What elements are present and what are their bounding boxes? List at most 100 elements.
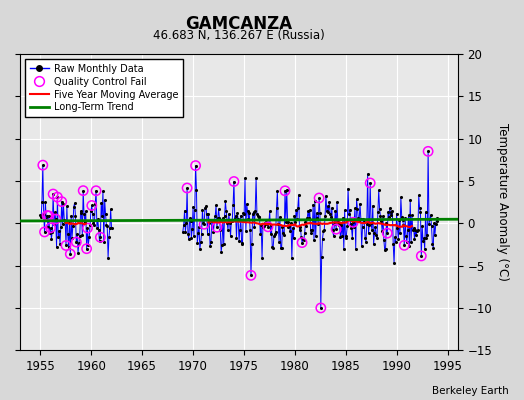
Point	[318, 235, 326, 242]
Point	[89, 220, 97, 226]
Point	[302, 223, 311, 230]
Point	[187, 234, 195, 241]
Point	[244, 216, 253, 222]
Point	[191, 162, 200, 169]
Point	[99, 188, 107, 194]
Point	[51, 216, 60, 222]
Point	[424, 148, 432, 154]
Point	[195, 223, 203, 230]
Point	[203, 231, 212, 237]
Point	[410, 236, 419, 243]
Point	[304, 214, 313, 221]
Point	[214, 206, 223, 212]
Point	[37, 214, 45, 220]
Point	[419, 238, 427, 244]
Point	[366, 180, 375, 186]
Point	[420, 235, 428, 241]
Point	[179, 228, 187, 235]
Point	[102, 222, 111, 228]
Point	[101, 210, 110, 217]
Point	[226, 233, 235, 239]
Point	[71, 213, 80, 219]
Point	[277, 245, 285, 252]
Point	[390, 260, 398, 266]
Point	[362, 239, 370, 245]
Point	[350, 223, 358, 230]
Point	[277, 245, 286, 251]
Point	[402, 232, 410, 239]
Point	[208, 217, 216, 224]
Point	[46, 225, 54, 231]
Point	[253, 210, 261, 217]
Point	[392, 210, 401, 217]
Point	[195, 246, 204, 252]
Point	[241, 175, 249, 182]
Point	[205, 220, 213, 226]
Point	[371, 224, 379, 230]
Point	[221, 213, 229, 219]
Point	[236, 212, 245, 219]
Point	[188, 226, 196, 232]
Point	[281, 188, 289, 194]
Point	[78, 232, 86, 238]
Point	[432, 221, 440, 227]
Point	[264, 224, 272, 230]
Point	[375, 187, 383, 193]
Point	[41, 199, 50, 205]
Point	[236, 226, 244, 233]
Point	[103, 223, 112, 230]
Point	[105, 234, 113, 240]
Point	[375, 206, 384, 212]
Point	[100, 239, 108, 245]
Point	[359, 216, 367, 222]
Point	[341, 234, 350, 241]
Point	[219, 215, 227, 222]
Point	[414, 227, 422, 233]
Point	[338, 233, 346, 240]
Point	[330, 233, 338, 240]
Point	[88, 202, 96, 209]
Point	[95, 238, 104, 244]
Point	[400, 242, 409, 248]
Point	[373, 234, 381, 241]
Point	[58, 198, 66, 205]
Point	[316, 305, 325, 311]
Point	[204, 211, 213, 217]
Point	[369, 241, 378, 248]
Point	[400, 242, 409, 248]
Point	[303, 215, 311, 221]
Point	[229, 202, 237, 208]
Point	[264, 224, 272, 230]
Point	[427, 212, 435, 218]
Point	[79, 188, 88, 194]
Point	[263, 220, 271, 227]
Point	[279, 230, 288, 236]
Point	[181, 228, 190, 235]
Point	[83, 225, 92, 231]
Point	[231, 216, 239, 223]
Point	[314, 221, 322, 227]
Point	[281, 188, 289, 194]
Point	[367, 220, 375, 227]
Point	[202, 211, 211, 218]
Point	[40, 229, 49, 235]
Point	[289, 234, 298, 241]
Point	[209, 229, 217, 235]
Point	[425, 221, 433, 228]
Point	[270, 231, 279, 238]
Point	[63, 203, 71, 210]
Point	[209, 217, 217, 223]
Point	[243, 208, 252, 214]
Point	[247, 272, 255, 278]
Point	[247, 272, 255, 278]
Point	[331, 208, 340, 214]
Point	[75, 233, 84, 239]
Point	[270, 233, 278, 239]
Point	[223, 220, 231, 226]
Point	[320, 227, 329, 234]
Point	[381, 246, 390, 252]
Point	[327, 214, 335, 220]
Point	[230, 178, 238, 185]
Point	[334, 219, 342, 225]
Point	[351, 205, 359, 212]
